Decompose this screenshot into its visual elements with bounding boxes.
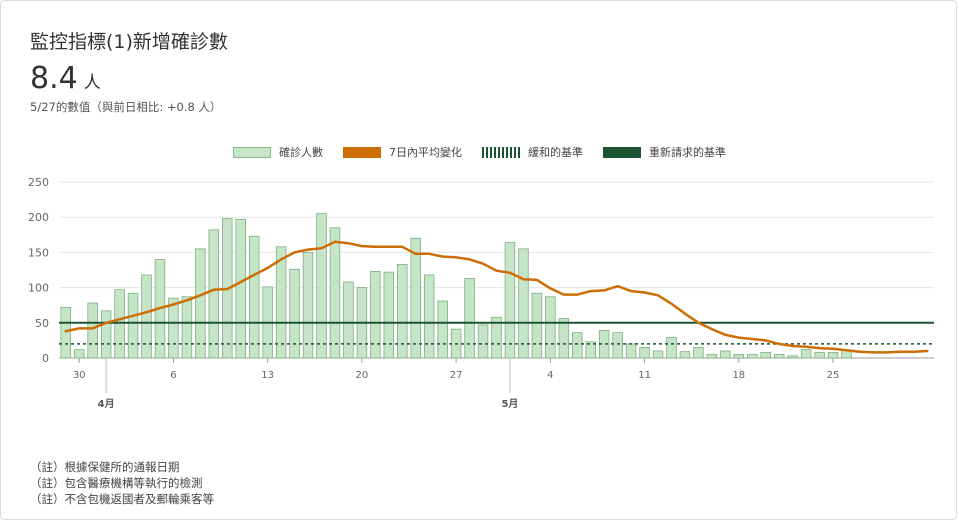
legend-swatch-relax — [482, 146, 520, 158]
y-tick-label: 200 — [28, 211, 49, 224]
x-tick-label: 11 — [638, 370, 651, 381]
x-tick-label: 27 — [450, 370, 463, 381]
y-tick-label: 50 — [35, 317, 49, 330]
bar — [558, 318, 570, 359]
bar — [814, 351, 825, 359]
bar — [572, 332, 583, 359]
x-tick-label: 4 — [547, 370, 553, 381]
bar — [87, 302, 98, 359]
bar — [464, 278, 475, 359]
note-1: （註）根據保健所的通報日期 — [30, 460, 180, 474]
chart-title: 監控指標(1)新增確診數 — [30, 31, 228, 53]
bar — [208, 229, 220, 359]
bar — [545, 296, 556, 359]
bar — [625, 343, 637, 359]
x-tick-label: 30 — [73, 370, 86, 381]
legend-label-bar: 確診人數 — [279, 146, 323, 159]
bar — [679, 351, 691, 359]
bar — [275, 246, 287, 359]
bar — [73, 349, 85, 359]
legend-swatch-bar — [233, 146, 271, 158]
bar — [827, 351, 839, 359]
bar — [60, 306, 71, 359]
legend-label-avg: 7日內平均變化 — [389, 146, 462, 159]
x-tick-label: 6 — [170, 370, 176, 381]
value-unit: 人 — [83, 73, 101, 93]
x-tick-label: 25 — [827, 370, 840, 381]
bar — [760, 351, 771, 359]
bar — [518, 248, 529, 359]
bar — [168, 297, 179, 359]
bar — [235, 218, 246, 359]
note-3: （註）不含包機返國者及郵輪乘客等 — [30, 492, 214, 506]
bar — [787, 355, 798, 359]
bar — [410, 237, 421, 359]
x-tick-label: 20 — [356, 370, 369, 381]
bar — [316, 213, 327, 359]
bar — [800, 349, 812, 359]
bar — [370, 271, 381, 359]
bar — [491, 316, 502, 359]
bar — [383, 271, 395, 359]
legend: 確診人數 7日內平均變化 緩和的基準 重新請求的基準 — [1, 144, 958, 160]
bar — [343, 281, 354, 359]
bar — [652, 350, 664, 359]
value-subtitle: 5/27的數值（與前日相比: +0.8 人） — [30, 100, 222, 114]
bar — [423, 274, 435, 359]
bar — [747, 354, 758, 359]
chart-plot[interactable]: 0 50 100 150 200 250 30 6 13 20 27 4 11 18 25 4月 5月 — [1, 1, 958, 441]
bar — [100, 310, 112, 359]
y-tick-label: 150 — [28, 246, 49, 259]
y-tick-label: 250 — [28, 176, 49, 189]
x-tick-label: 13 — [261, 370, 274, 381]
bar — [733, 354, 745, 359]
bar — [639, 347, 650, 359]
month-label: 5月 — [501, 398, 518, 410]
bar — [195, 248, 206, 359]
bar — [437, 300, 448, 359]
y-tick-label: 100 — [28, 282, 49, 295]
value-number: 8.4 — [30, 61, 78, 96]
y-tick-label: 0 — [42, 352, 49, 365]
bar — [773, 354, 785, 359]
legend-swatch-resume — [603, 146, 641, 158]
bar — [585, 341, 596, 359]
bar — [720, 350, 731, 359]
average-line — [64, 240, 929, 354]
bar — [181, 296, 193, 359]
bar — [531, 292, 543, 359]
legend-label-relax: 緩和的基準 — [528, 146, 583, 159]
bar — [693, 347, 704, 359]
bar — [504, 242, 516, 359]
legend-item-bar[interactable]: 確診人數 — [233, 144, 323, 160]
x-tick-label: 18 — [732, 370, 745, 381]
bar — [248, 235, 260, 359]
note-2: （註）包含醫療機構等執行的檢測 — [30, 476, 203, 490]
bar — [666, 337, 677, 359]
bar — [289, 268, 300, 359]
legend-item-relax[interactable]: 緩和的基準 — [482, 144, 583, 160]
month-label: 4月 — [98, 398, 115, 410]
bar — [302, 251, 314, 359]
bar — [127, 292, 139, 359]
bar — [114, 289, 125, 359]
bar — [397, 263, 408, 359]
bar — [477, 324, 489, 359]
bar — [612, 332, 623, 359]
bar — [141, 274, 152, 359]
legend-swatch-avg — [343, 146, 381, 158]
legend-label-resume: 重新請求的基準 — [649, 146, 726, 159]
legend-item-resume[interactable]: 重新請求的基準 — [603, 144, 726, 160]
current-value: 8.4 人 — [30, 61, 101, 96]
bar — [329, 227, 341, 359]
bar — [706, 354, 718, 359]
legend-item-avg[interactable]: 7日內平均變化 — [343, 144, 462, 160]
